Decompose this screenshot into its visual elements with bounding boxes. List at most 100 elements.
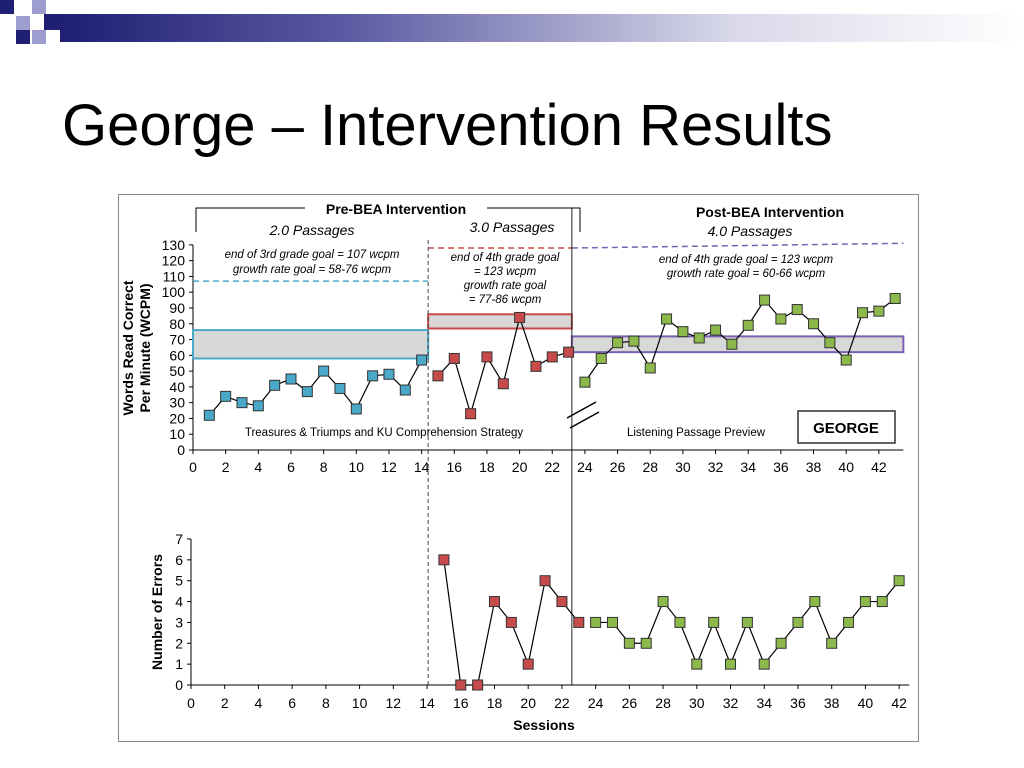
x-tick-label-top: 0 <box>189 459 197 475</box>
data-point-post_bea <box>595 352 607 364</box>
y-tick-label-bottom: 5 <box>175 573 183 589</box>
corner-decoration <box>0 0 1024 60</box>
data-point-post_bea <box>775 313 787 325</box>
goal-note: growth rate goal <box>464 280 547 292</box>
error-point-pre_bea <box>488 596 500 608</box>
data-point-post_bea <box>873 305 885 317</box>
goal-line <box>571 242 904 249</box>
goal-band <box>427 313 573 330</box>
x-tick-label-top: 2 <box>222 459 230 475</box>
data-point-pre_bea <box>530 360 542 372</box>
axis-break-mark <box>566 401 597 419</box>
y-tick-label-top: 100 <box>162 284 186 300</box>
post-bea-header: Post-BEA Intervention <box>696 204 844 220</box>
error-point-post_bea <box>775 637 787 649</box>
x-tick-label-bottom: 24 <box>588 695 604 711</box>
data-point-post_bea <box>824 337 836 349</box>
data-point-post_bea <box>808 318 820 330</box>
goal-note: end of 4th grade goal <box>451 252 560 264</box>
data-point-baseline <box>285 373 297 385</box>
data-point-baseline <box>416 354 428 366</box>
goal-note: = 123 wcpm <box>474 266 537 278</box>
y-tick-label-top: 110 <box>163 268 186 284</box>
x-tick-label-bottom: 8 <box>322 695 330 711</box>
data-point-post_bea <box>726 338 738 350</box>
data-point-post_bea <box>677 326 689 338</box>
data-point-baseline <box>220 390 232 402</box>
x-tick-label-top: 14 <box>414 459 430 475</box>
x-tick-label-bottom: 22 <box>554 695 570 711</box>
x-tick-label-bottom: 6 <box>288 695 296 711</box>
x-tick-label-bottom: 38 <box>824 695 840 711</box>
x-tick-label-bottom: 2 <box>221 695 229 711</box>
goal-band <box>192 329 430 360</box>
error-point-post_bea <box>674 616 686 628</box>
data-point-pre_bea <box>514 311 526 323</box>
error-point-post_bea <box>623 637 635 649</box>
y-tick-label-top: 60 <box>169 347 185 363</box>
x-tick-label-bottom: 32 <box>723 695 739 711</box>
data-point-pre_bea <box>465 408 477 420</box>
error-point-post_bea <box>843 616 855 628</box>
pre-bea-header-bg <box>305 199 487 215</box>
x-tick-label-top: 10 <box>349 459 365 475</box>
axis-break-mark <box>569 411 600 429</box>
error-point-post_bea <box>826 637 838 649</box>
data-point-baseline <box>367 370 379 382</box>
y-tick-label-top: 30 <box>169 395 185 411</box>
header-gradient-bar <box>60 14 1024 42</box>
data-point-baseline <box>318 365 330 377</box>
data-point-pre_bea <box>546 351 558 363</box>
data-point-pre_bea <box>481 351 493 363</box>
error-point-pre_bea <box>573 616 585 628</box>
data-point-baseline <box>236 397 248 409</box>
error-point-post_bea <box>741 616 753 628</box>
error-point-post_bea <box>859 596 871 608</box>
x-tick-label-top: 30 <box>675 459 691 475</box>
x-tick-label-top: 12 <box>381 459 397 475</box>
error-point-pre_bea <box>505 616 517 628</box>
error-point-post_bea <box>691 658 703 670</box>
passages-3-label: 3.0 Passages <box>470 219 555 235</box>
data-point-post_bea <box>644 362 656 374</box>
error-point-post_bea <box>893 575 905 587</box>
data-point-post_bea <box>791 304 803 316</box>
data-point-post_bea <box>579 376 591 388</box>
x-tick-label-bottom: 14 <box>419 695 435 711</box>
data-point-baseline <box>350 403 362 415</box>
error-point-post_bea <box>708 616 720 628</box>
error-point-post_bea <box>758 658 770 670</box>
data-point-pre_bea <box>497 378 509 390</box>
y-axis-label-bottom: Number of Errors <box>149 554 165 670</box>
corner-square <box>16 30 30 44</box>
data-point-post_bea <box>840 354 852 366</box>
pre-bea-header: Pre-BEA Intervention <box>326 201 466 217</box>
y-tick-label-top: 130 <box>162 237 186 253</box>
strategy-label: Treasures & Triumps and KU Comprehension… <box>245 427 524 439</box>
error-point-post_bea <box>809 596 821 608</box>
goal-note: end of 3rd grade goal = 107 wcpm <box>225 249 400 261</box>
data-point-baseline <box>203 409 215 421</box>
y-tick-label-bottom: 0 <box>175 677 183 693</box>
x-tick-label-top: 40 <box>838 459 854 475</box>
y-tick-label-top: 80 <box>169 316 185 332</box>
error-point-pre_bea <box>522 658 534 670</box>
data-point-baseline <box>269 379 281 391</box>
data-point-post_bea <box>889 293 901 305</box>
x-tick-label-bottom: 0 <box>187 695 195 711</box>
corner-square <box>32 30 46 44</box>
y-tick-label-bottom: 3 <box>175 614 183 630</box>
data-point-post_bea <box>857 307 869 319</box>
x-tick-label-top: 18 <box>479 459 495 475</box>
x-tick-label-top: 42 <box>871 459 887 475</box>
y-tick-label-bottom: 2 <box>175 635 183 651</box>
student-name-box <box>797 410 896 444</box>
y-tick-label-bottom: 6 <box>175 552 183 568</box>
y-tick-label-top: 90 <box>169 300 185 316</box>
data-point-post_bea <box>693 332 705 344</box>
error-point-pre_bea <box>556 596 568 608</box>
x-axis-label-bottom: Sessions <box>513 717 575 733</box>
x-tick-label-bottom: 18 <box>487 695 503 711</box>
y-tick-label-top: 10 <box>169 426 185 442</box>
